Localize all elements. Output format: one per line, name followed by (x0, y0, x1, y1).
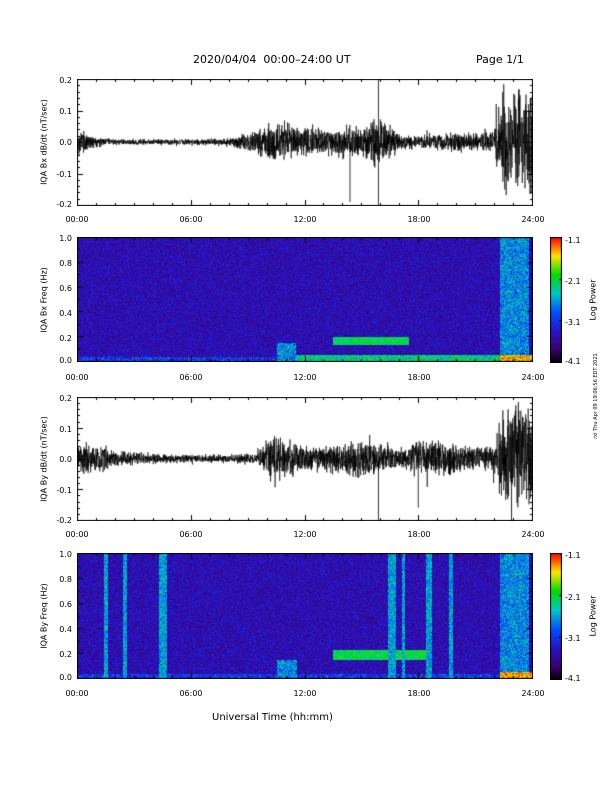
bx-xtick-1: 06:00 (179, 215, 203, 224)
by-spectrogram (77, 553, 533, 679)
bx-ytick-4: -0.2 (56, 200, 72, 209)
bx-ytick-3: -0.1 (56, 170, 72, 179)
bx-ytick-1: 0.1 (59, 107, 72, 116)
by-ytick-0: 0.2 (59, 394, 72, 403)
by-colorbar (550, 553, 562, 680)
bys-xtick-2: 12:00 (293, 689, 317, 698)
cb1-tick-0: -1.1 (565, 236, 581, 245)
bx-spectrogram (77, 237, 533, 362)
bys-ytick-2: 0.6 (59, 600, 72, 609)
cb1-tick-2: -3.1 (565, 318, 581, 327)
bxs-ytick-3: 0.4 (59, 309, 72, 318)
bys-xtick-4: 24:00 (521, 689, 545, 698)
bx-xtick-0: 00:00 (65, 215, 89, 224)
by-xtick-4: 24:00 (521, 530, 545, 539)
bys-ytick-5: 0.0 (59, 673, 72, 682)
bx-xtick-2: 12:00 (293, 215, 317, 224)
bx-dbdt-plot (77, 79, 533, 206)
by-ytick-1: 0.1 (59, 425, 72, 434)
page-indicator: Page 1/1 (476, 53, 524, 66)
cb1-tick-3: -4.1 (565, 357, 581, 366)
bxs-ytick-2: 0.6 (59, 284, 72, 293)
bxs-ytick-5: 0.0 (59, 356, 72, 365)
bys-xtick-3: 18:00 (407, 689, 431, 698)
cb1-tick-1: -2.1 (565, 277, 581, 286)
x-axis-label: Universal Time (hh:mm) (212, 712, 333, 723)
by-ytick-2: 0.0 (59, 455, 72, 464)
bx-ytick-0: 0.2 (59, 76, 72, 85)
by-ytick-3: -0.1 (56, 486, 72, 495)
bxs-ytick-4: 0.2 (59, 334, 72, 343)
bxs-xtick-0: 00:00 (65, 373, 89, 382)
bys-xtick-0: 00:00 (65, 689, 89, 698)
bys-ytick-1: 0.8 (59, 575, 72, 584)
bx-ytick-2: 0.0 (59, 138, 72, 147)
bxs-ytick-1: 0.8 (59, 259, 72, 268)
bx-xtick-3: 18:00 (407, 215, 431, 224)
cb2-tick-0: -1.1 (565, 551, 581, 560)
cb1-label: Log Power (588, 279, 598, 321)
bys-ytick-0: 1.0 (59, 550, 72, 559)
cb2-label: Log Power (588, 595, 598, 637)
cb2-tick-3: -4.1 (565, 674, 581, 683)
bxs-xtick-2: 12:00 (293, 373, 317, 382)
cb2-tick-1: -2.1 (565, 593, 581, 602)
bxs-xtick-3: 18:00 (407, 373, 431, 382)
bxs-xtick-1: 06:00 (179, 373, 203, 382)
by-xtick-0: 00:00 (65, 530, 89, 539)
bx-freq-ylabel: IQA Bx Freq (Hz) (39, 267, 49, 333)
bx-colorbar (550, 237, 562, 363)
generation-stamp: rxl Thu Apr 09 19:06:56 EDT 2021 (593, 353, 599, 439)
by-ytick-4: -0.2 (56, 516, 72, 525)
bxs-xtick-4: 24:00 (521, 373, 545, 382)
by-xtick-1: 06:00 (179, 530, 203, 539)
by-xtick-3: 18:00 (407, 530, 431, 539)
by-xtick-2: 12:00 (293, 530, 317, 539)
by-freq-ylabel: IQA By Freq (Hz) (39, 583, 49, 649)
bys-ytick-4: 0.2 (59, 650, 72, 659)
bxs-ytick-0: 1.0 (59, 234, 72, 243)
bx-xtick-4: 24:00 (521, 215, 545, 224)
cb2-tick-2: -3.1 (565, 634, 581, 643)
bys-xtick-1: 06:00 (179, 689, 203, 698)
by-dbdt-plot (77, 397, 533, 521)
plot-title: 2020/04/04 00:00–24:00 UT (193, 53, 351, 66)
bys-ytick-3: 0.4 (59, 625, 72, 634)
